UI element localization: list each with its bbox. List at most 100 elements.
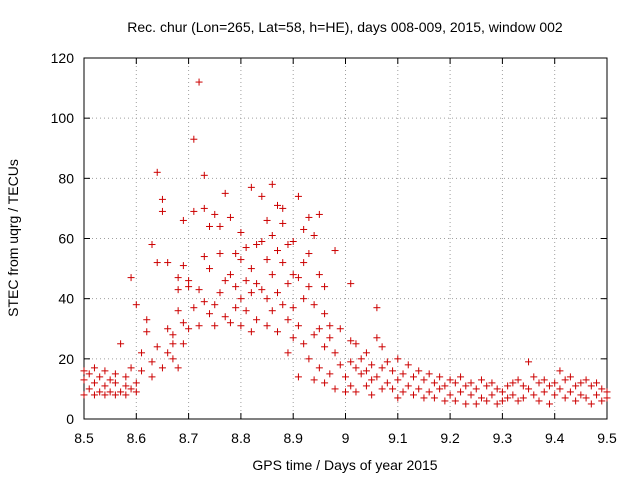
data-point [148,358,156,366]
data-point [305,213,313,221]
data-point [263,216,271,224]
data-point [514,376,522,384]
data-point [101,391,109,399]
data-point [195,78,203,86]
data-point [279,219,287,227]
data-point [206,265,214,273]
data-point [598,385,606,393]
data-point [263,256,271,264]
data-point [472,385,480,393]
data-point [310,331,318,339]
data-point [111,370,119,378]
data-point [200,204,208,212]
data-point [169,340,177,348]
data-point [310,231,318,239]
data-point [404,382,412,390]
data-point [352,364,360,372]
data-point [310,301,318,309]
x-tick-label: 9 [342,430,350,446]
axis-ticks [83,57,608,420]
data-point [200,171,208,179]
data-point [430,379,438,387]
data-point [106,388,114,396]
data-point [216,250,224,258]
x-tick-label: 8.8 [231,430,251,446]
x-tick-labels: 8.5 8.6 8.7 8.8 8.9 9 9.1 9.2 9.3 9.4 9.5 [74,430,617,446]
data-point [221,189,229,197]
y-tick-label: 40 [58,291,74,307]
data-point [347,280,355,288]
data-point [274,289,282,297]
data-point [540,376,548,384]
data-point [598,397,606,405]
data-point [284,280,292,288]
data-point [253,280,261,288]
data-point [321,379,329,387]
data-point [525,385,533,393]
x-tick-label: 8.7 [179,430,199,446]
data-point [190,304,198,312]
data-point [211,210,219,218]
data-point [169,355,177,363]
data-point [122,373,130,381]
data-point [216,222,224,230]
data-point [378,385,386,393]
y-tick-label: 100 [51,110,75,126]
data-point [457,388,465,396]
data-point [153,259,161,267]
x-tick-label: 9.3 [493,430,513,446]
data-point [253,316,261,324]
data-point [190,135,198,143]
data-point [551,391,559,399]
data-point [132,379,140,387]
y-tick-labels: 0 20 40 60 80 100 120 [51,50,75,427]
data-point [488,391,496,399]
data-point [483,382,491,390]
data-point [556,385,564,393]
data-point [274,247,282,255]
data-point [143,328,151,336]
data-point [394,376,402,384]
data-point [462,382,470,390]
data-point [530,391,538,399]
data-point [441,382,449,390]
data-point [378,364,386,372]
data-point [200,298,208,306]
data-point [519,382,527,390]
data-point [556,367,564,375]
data-point [211,322,219,330]
data-point [179,319,187,327]
data-point [305,355,313,363]
data-point [179,262,187,270]
data-point [226,319,234,327]
data-point [530,373,538,381]
data-point [90,364,98,372]
data-point [284,349,292,357]
data-point [389,367,397,375]
data-point [572,382,580,390]
data-point [321,310,329,318]
data-point [451,397,459,405]
data-point [315,325,323,333]
data-point [185,325,193,333]
data-point [195,286,203,294]
data-point [540,388,548,396]
data-point [362,367,370,375]
data-point [242,244,250,252]
data-point [111,391,119,399]
data-point [158,195,166,203]
data-point [399,370,407,378]
data-point [117,388,125,396]
data-point [399,388,407,396]
data-point [577,391,585,399]
x-tick-label: 8.6 [127,430,147,446]
y-axis-label: STEC from uqrg / TECUs [5,159,21,317]
data-point [347,358,355,366]
data-point [368,376,376,384]
data-point [315,271,323,279]
data-point [498,388,506,396]
data-point [101,382,109,390]
data-point [593,379,601,387]
data-point [148,373,156,381]
